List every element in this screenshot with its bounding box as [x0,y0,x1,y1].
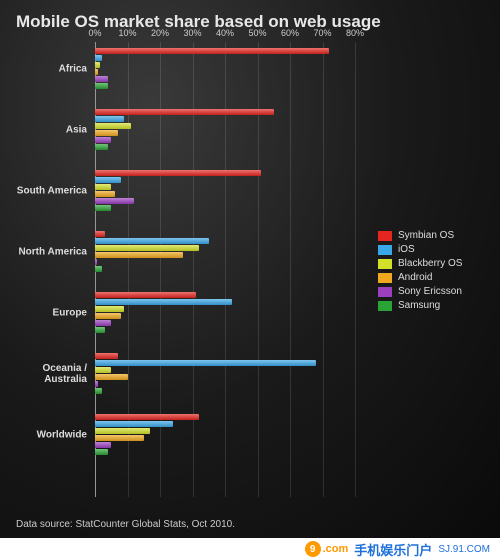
bar [95,374,128,380]
bar [95,245,199,251]
bar [95,299,232,305]
x-tick-label: 20% [151,28,169,38]
region-group: Africa [95,48,355,89]
legend-label: Samsung [398,300,440,311]
region-label: Oceania / Australia [5,363,95,385]
x-tick-label: 40% [216,28,234,38]
region-label: Europe [5,307,95,318]
region-group: North America [95,231,355,272]
watermark-logo: 9 .com [305,541,349,557]
legend-item: Samsung [378,300,488,311]
region-label: South America [5,185,95,196]
watermark-url: SJ.91.COM [438,544,490,555]
region-group: Oceania / Australia [95,353,355,394]
legend: Symbian OS iOS Blackberry OS Android Sony Er… [378,230,488,314]
bar [95,414,199,420]
x-axis-labels: 0%10%20%30%40%50%60%70%80% [95,28,355,42]
bar [95,69,98,75]
bar [95,76,108,82]
bar [95,191,115,197]
bar [95,421,173,427]
bar [95,231,105,237]
bar [95,327,105,333]
bar [95,177,121,183]
region-label: Worldwide [5,429,95,440]
bar [95,360,316,366]
legend-label: Android [398,272,432,283]
bar [95,320,111,326]
region-label: Africa [5,63,95,74]
x-tick-label: 70% [313,28,331,38]
bar [95,62,100,68]
bar [95,266,102,272]
legend-label: iOS [398,244,415,255]
bar [95,435,144,441]
bar [95,116,124,122]
bar [95,83,108,89]
legend-label: Blackberry OS [398,258,462,269]
region-group: Asia [95,109,355,150]
legend-item: Android [378,272,488,283]
legend-label: Symbian OS [398,230,454,241]
bar [95,48,329,54]
bar [95,306,124,312]
bar [95,259,97,265]
bar [95,170,261,176]
bar [95,137,111,143]
watermark-logo-icon: 9 [305,541,321,557]
bar [95,449,108,455]
region-group: Europe [95,292,355,333]
legend-swatch [378,231,392,241]
bar [95,205,111,211]
bar [95,388,102,394]
x-tick-label: 10% [118,28,136,38]
gridline [355,42,356,497]
bar [95,184,111,190]
bar [95,313,121,319]
bar [95,109,274,115]
legend-item: Symbian OS [378,230,488,241]
bar [95,123,131,129]
legend-swatch [378,273,392,283]
region-label: North America [5,246,95,257]
bar [95,144,108,150]
legend-item: iOS [378,244,488,255]
bar [95,292,196,298]
bar [95,55,102,61]
bar [95,130,118,136]
bar [95,238,209,244]
chart-container: Mobile OS market share based on web usag… [0,0,500,540]
bar [95,353,118,359]
bar [95,381,98,387]
legend-swatch [378,287,392,297]
watermark-logo-suffix: .com [323,543,349,555]
x-tick-label: 50% [248,28,266,38]
x-tick-label: 0% [88,28,101,38]
legend-label: Sony Ericsson [398,286,462,297]
data-source: Data source: StatCounter Global Stats, O… [16,519,235,530]
plot-area: Africa Asia South America North America Euro… [95,42,355,497]
bar [95,367,111,373]
bar [95,198,134,204]
region-label: Asia [5,124,95,135]
watermark-bar: 9 .com 手机娱乐门户 SJ.91.COM [0,538,500,560]
legend-swatch [378,245,392,255]
bar [95,428,150,434]
bar [95,442,111,448]
legend-swatch [378,259,392,269]
bar [95,252,183,258]
region-group: Worldwide [95,414,355,455]
legend-item: Blackberry OS [378,258,488,269]
region-group: South America [95,170,355,211]
watermark-cn-text: 手机娱乐门户 [354,540,432,559]
x-tick-label: 60% [281,28,299,38]
x-tick-label: 80% [346,28,364,38]
legend-swatch [378,301,392,311]
legend-item: Sony Ericsson [378,286,488,297]
x-tick-label: 30% [183,28,201,38]
